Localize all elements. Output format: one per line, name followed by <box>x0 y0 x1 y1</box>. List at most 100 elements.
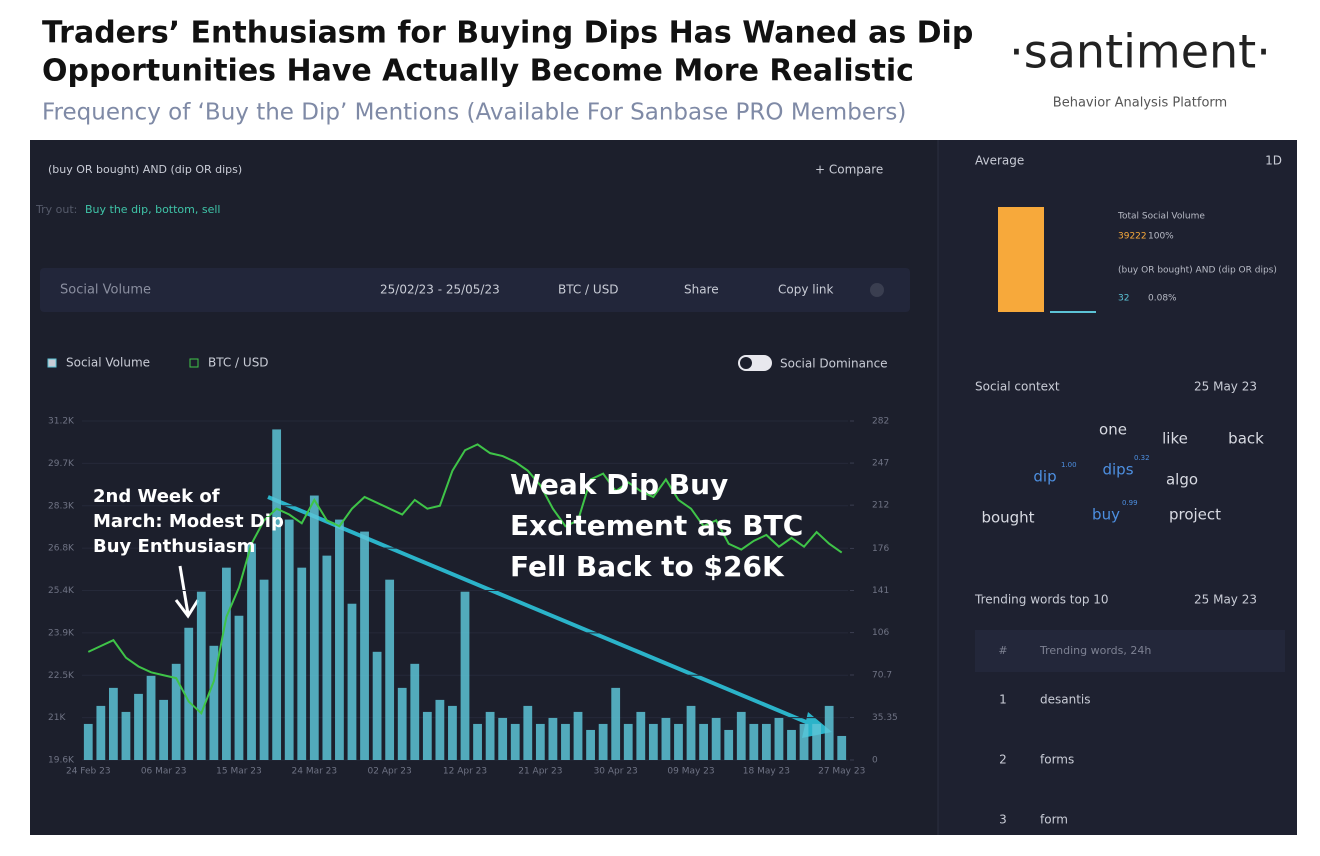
x-tick-label: 02 Apr 23 <box>368 767 412 777</box>
x-tick-label: 24 Mar 23 <box>292 767 338 777</box>
average-name: Total Social Volume <box>1117 212 1205 222</box>
context-score: 0.99 <box>1122 499 1138 507</box>
trending-date: 25 May 23 <box>1194 593 1257 607</box>
volume-bar <box>648 723 658 760</box>
volume-bar <box>422 711 432 760</box>
x-tick-label: 15 Mar 23 <box>216 767 262 777</box>
volume-bar <box>761 723 771 760</box>
volume-bar <box>799 723 809 760</box>
volume-bar <box>397 687 407 760</box>
context-word: one <box>1099 421 1127 439</box>
price-line <box>87 443 843 715</box>
volume-bar <box>699 723 708 760</box>
volume-bar <box>184 627 194 760</box>
y-tick-label: 29.7K <box>48 459 75 469</box>
volume-bar <box>347 603 357 760</box>
x-tick-label: 21 Apr 23 <box>518 767 562 777</box>
volume-bar <box>335 519 344 760</box>
annotation: March: Modest Dip <box>93 511 284 532</box>
volume-bar <box>297 567 307 760</box>
volume-bar <box>196 591 206 760</box>
average-name: (buy OR bought) AND (dip OR dips) <box>1118 266 1277 276</box>
chart-panel <box>30 140 938 835</box>
y2-tick-label: 176 <box>872 544 889 554</box>
row-rank: 3 <box>999 813 1007 827</box>
copy-link-button[interactable]: Copy link <box>778 283 834 297</box>
annotation: Weak Dip Buy <box>510 468 728 501</box>
toolbar <box>40 268 910 312</box>
title-line: Traders’ Enthusiasm for Buying Dips Has … <box>42 16 973 51</box>
volume-bar <box>749 723 759 760</box>
volume-bar <box>460 591 470 760</box>
annotation: 2nd Week of <box>93 486 220 507</box>
interval[interactable]: 1D <box>1265 154 1282 168</box>
y2-tick-label: 141 <box>872 586 889 596</box>
settings-icon[interactable] <box>870 283 884 297</box>
context-word: dip <box>1033 468 1056 486</box>
volume-bar <box>209 645 219 760</box>
row-rank: 2 <box>999 753 1007 767</box>
volume-bar <box>284 519 294 760</box>
try-out: Try out: <box>35 203 77 216</box>
y-tick-label: 22.5K <box>48 671 75 681</box>
date-range[interactable]: 25/02/23 - 25/05/23 <box>380 283 500 297</box>
context-date: 25 May 23 <box>1194 380 1257 394</box>
volume-bar <box>774 717 784 760</box>
volume-bar <box>473 723 482 760</box>
y2-tick-label: 247 <box>872 459 889 469</box>
volume-bar <box>724 729 734 760</box>
row-word: form <box>1040 813 1068 827</box>
volume-bar <box>812 723 822 760</box>
volume-bar <box>360 531 369 760</box>
x-tick-label: 27 May 23 <box>818 767 865 777</box>
legend-swatch <box>47 358 57 368</box>
volume-bar <box>498 717 508 760</box>
y2-tick-label: 282 <box>872 417 889 427</box>
pair[interactable]: BTC / USD <box>558 283 619 297</box>
table-header <box>975 630 1285 672</box>
y2-tick-label: 0 <box>872 756 878 766</box>
row-rank: 1 <box>999 693 1007 707</box>
average-bar <box>998 207 1044 312</box>
context-word: bought <box>981 509 1034 527</box>
volume-bar <box>259 579 269 760</box>
context-title: Social context <box>975 380 1060 394</box>
row-word: desantis <box>1040 693 1091 707</box>
volume-bar <box>372 651 382 760</box>
logo: ·santiment· <box>1009 25 1271 79</box>
volume-bar <box>222 567 231 760</box>
volume-bar <box>234 615 244 760</box>
trend-arrow <box>267 495 819 729</box>
tagline: Behavior Analysis Platform <box>1053 96 1227 111</box>
y-tick-label: 21K <box>48 713 66 723</box>
context-word: back <box>1228 430 1264 448</box>
volume-bar <box>736 711 746 760</box>
volume-bar <box>96 705 106 760</box>
volume-bar <box>485 711 495 760</box>
volume-bar <box>435 699 445 760</box>
volume-bar <box>523 705 533 760</box>
compare-button[interactable]: + Compare <box>815 163 883 177</box>
x-tick-label: 09 May 23 <box>667 767 714 777</box>
y-tick-label: 28.3K <box>48 501 75 511</box>
volume-bar <box>247 543 256 760</box>
x-tick-label: 12 Apr 23 <box>443 767 487 777</box>
query[interactable]: (buy OR bought) AND (dip OR dips) <box>48 163 242 176</box>
share-button[interactable]: Share <box>684 283 719 297</box>
volume-bar <box>611 687 621 760</box>
volume-bar <box>586 729 595 760</box>
volume-bar <box>711 717 721 760</box>
volume-bar <box>636 711 646 760</box>
volume-bar <box>309 495 319 760</box>
volume-bar <box>322 555 332 760</box>
y-tick-label: 31.2K <box>48 417 75 427</box>
suggestions[interactable]: Buy the dip, bottom, sell <box>85 203 220 216</box>
metric-title: Social Volume <box>60 283 151 298</box>
annotation: Excitement as BTC <box>510 509 803 542</box>
context-word: like <box>1162 430 1188 448</box>
volume-bar <box>573 711 583 760</box>
y-tick-label: 19.6K <box>48 756 75 766</box>
volume-bar <box>108 687 118 760</box>
annotation: Fell Back to $26K <box>510 550 785 583</box>
